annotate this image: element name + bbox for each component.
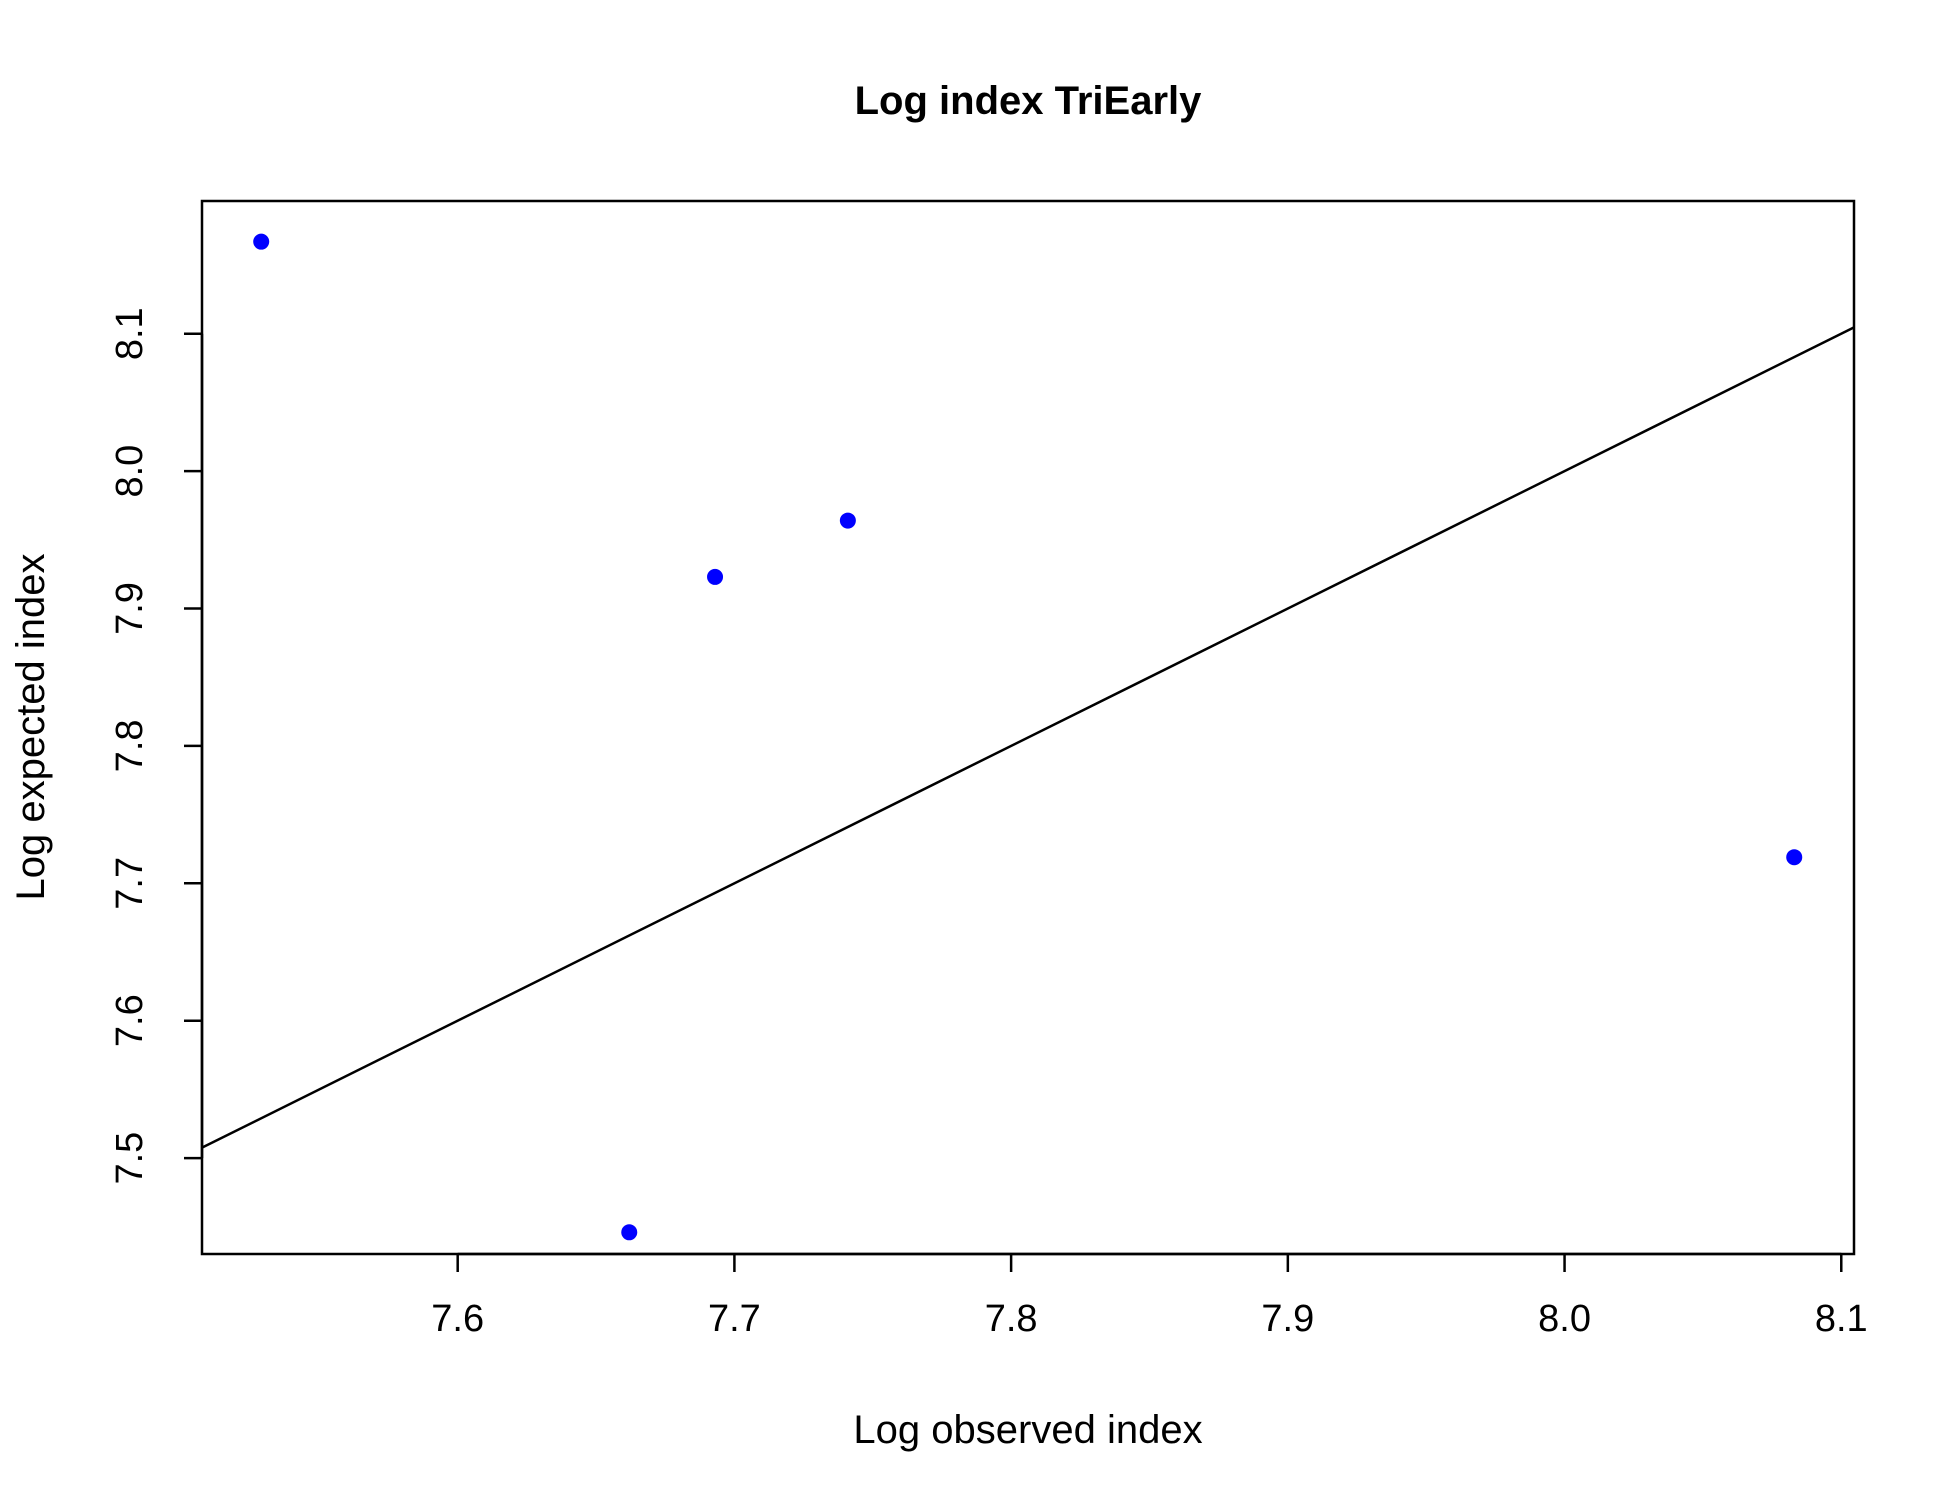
points-layer [253,233,1803,1241]
x-axis-label: Log observed index [853,1408,1202,1452]
data-point [707,568,724,585]
x-tick-label: 8.1 [1815,1298,1868,1340]
chart-title: Log index TriEarly [855,79,1203,123]
data-point [621,1224,638,1241]
y-axis-label: Log expected index [9,554,53,901]
y-tick-label: 7.8 [109,719,151,772]
data-point [1786,849,1803,866]
y-tick-label: 8.0 [109,445,151,498]
x-tick-label: 7.9 [1261,1298,1314,1340]
y-tick-label: 8.1 [109,307,151,360]
reference-line [201,326,1855,1149]
x-tick-label: 7.7 [708,1298,761,1340]
axes-layer: 7.6 7.7 7.8 7.9 8.0 8.1 7.5 7.6 7.7 7.8 7.9 8.0 8.1 [109,307,1868,1340]
y-tick-label: 7.7 [109,857,151,910]
y-tick-label: 7.6 [109,994,151,1047]
y-tick-label: 7.5 [109,1132,151,1185]
data-point [839,512,856,529]
y-tick-label: 7.9 [109,582,151,635]
x-tick-label: 7.6 [431,1298,484,1340]
reference-line-layer [201,326,1855,1149]
x-tick-label: 7.8 [985,1298,1038,1340]
x-tick-label: 8.0 [1538,1298,1591,1340]
data-point [253,233,270,250]
plot-frame [200,199,1856,1256]
